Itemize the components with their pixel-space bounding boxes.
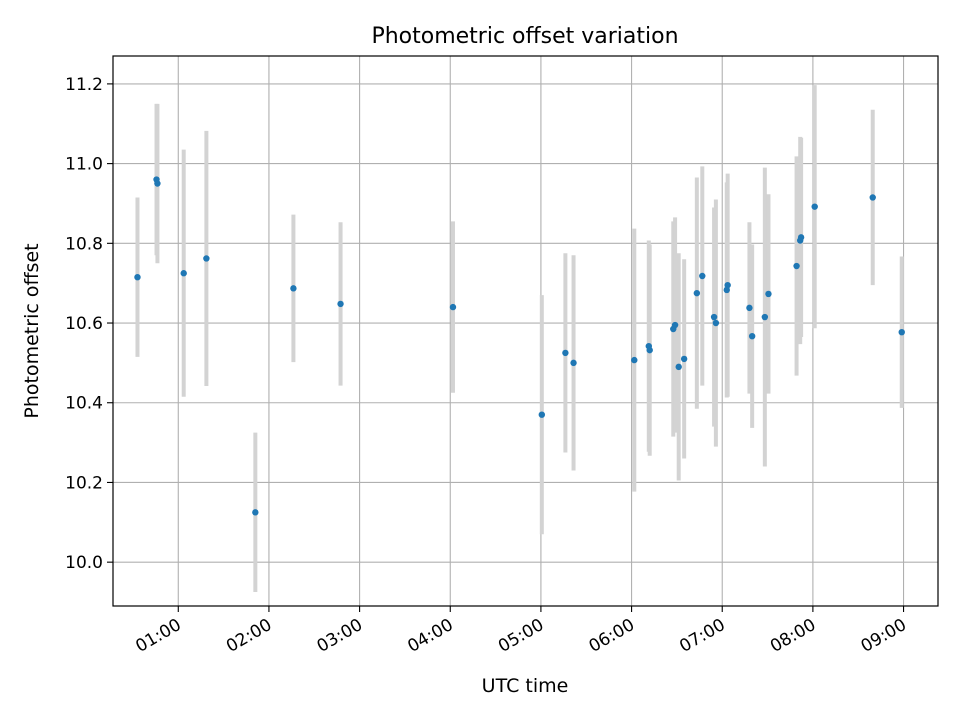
y-axis-label: Photometric offset — [21, 243, 43, 418]
data-point — [797, 234, 805, 241]
data-point — [675, 363, 682, 371]
data-point — [699, 272, 706, 280]
data-point — [337, 300, 344, 308]
y-axis-ticks: 10.0 10.2 10.4 10.6 10.8 11.0 11.2 — [65, 75, 113, 573]
data-point — [898, 328, 905, 336]
data-point — [154, 180, 161, 187]
y-tick-label: 10.4 — [65, 394, 103, 414]
plot-area-frame — [112, 55, 939, 607]
data-point — [693, 289, 701, 297]
y-tick-label: 10.2 — [65, 473, 103, 493]
data-point — [710, 313, 718, 321]
data-point — [134, 273, 141, 281]
chart-title: Photometric offset variation — [371, 24, 678, 49]
data-points — [134, 176, 905, 516]
data-point — [793, 262, 800, 270]
data-point — [290, 285, 297, 292]
data-point — [180, 270, 187, 277]
data-point — [761, 313, 769, 321]
y-tick-label: 10.8 — [65, 234, 103, 254]
data-point — [252, 509, 259, 516]
data-point — [811, 203, 818, 210]
data-point — [538, 411, 546, 418]
data-point — [724, 281, 731, 289]
y-tick-label: 11.0 — [65, 155, 103, 175]
y-tick-label: 10.6 — [65, 314, 103, 334]
data-point — [449, 303, 457, 311]
data-point — [671, 321, 679, 329]
data-point — [869, 194, 876, 201]
x-axis-label: UTC time — [482, 675, 569, 697]
data-point — [203, 255, 210, 262]
data-point — [562, 349, 569, 357]
data-point — [723, 286, 730, 294]
data-point — [746, 304, 753, 312]
data-point — [712, 319, 720, 327]
data-point — [570, 359, 577, 367]
data-point — [765, 290, 772, 298]
y-tick-label: 11.2 — [65, 75, 103, 95]
data-point — [748, 332, 756, 340]
data-point — [680, 355, 688, 363]
y-tick-label: 10.0 — [65, 553, 103, 573]
data-point — [646, 346, 653, 354]
data-point — [631, 356, 638, 364]
